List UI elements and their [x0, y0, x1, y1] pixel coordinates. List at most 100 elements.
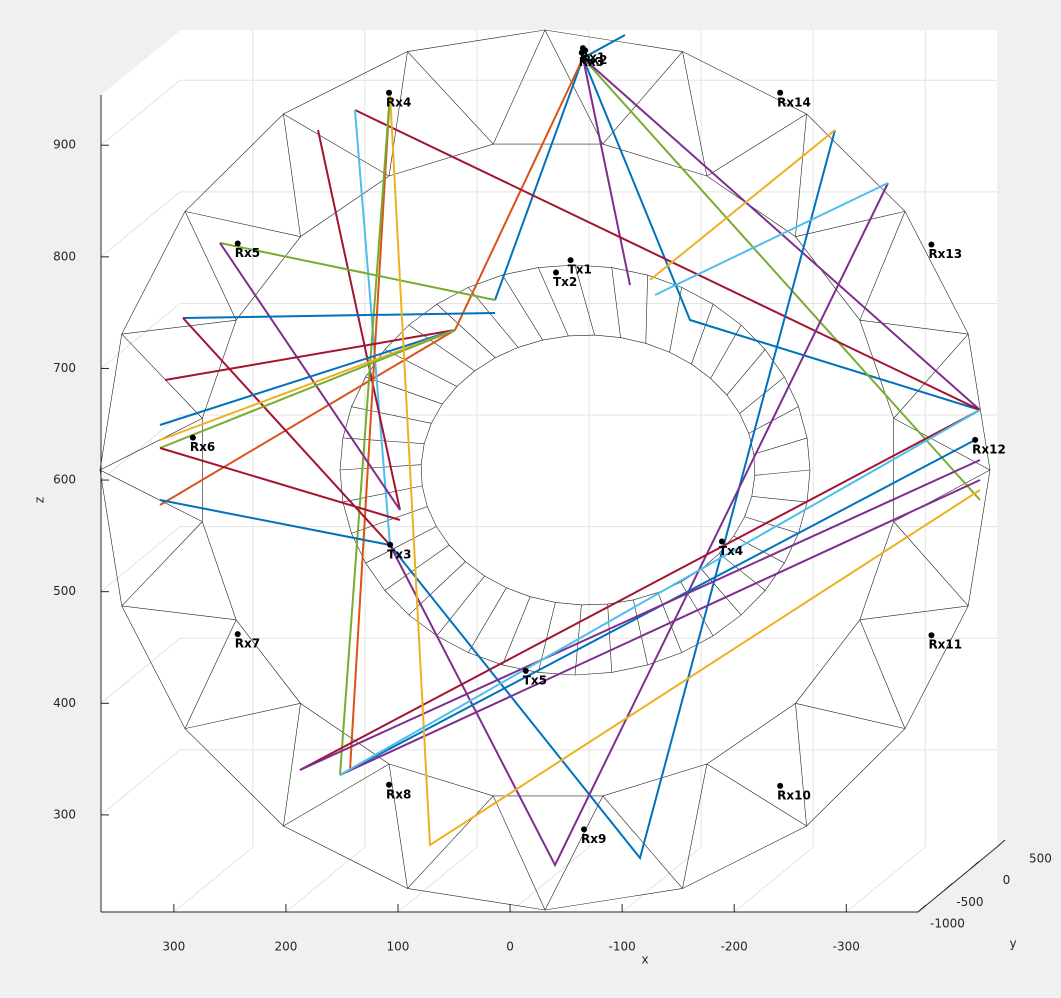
y-tick-label: -500: [956, 895, 983, 909]
ray: [299, 459, 981, 771]
grid-line: [733, 30, 814, 913]
wire-edge: [748, 406, 799, 434]
x-tick-label: -200: [721, 940, 748, 954]
wire-edge: [283, 113, 301, 237]
z-tick-label: 800: [53, 249, 76, 263]
point-label: Tx5: [523, 673, 547, 687]
wire-edge: [859, 605, 969, 621]
wire-edge: [283, 703, 301, 827]
wire-edge: [859, 619, 906, 729]
point-label: Tx1: [568, 263, 592, 277]
z-tick-label: 600: [53, 473, 76, 487]
point: [928, 241, 935, 248]
z-tick-label: 500: [53, 584, 76, 598]
ray: [654, 182, 889, 296]
ray: [582, 57, 981, 411]
wire-edge: [492, 29, 546, 145]
point: [578, 49, 585, 56]
point: [522, 667, 529, 674]
wire-edge: [121, 521, 203, 607]
point-label: Rx6: [190, 440, 215, 454]
y-tick: [996, 839, 1006, 848]
y-axis: [917, 846, 998, 913]
z-tick-label: 400: [53, 696, 76, 710]
wire-edge: [388, 763, 408, 889]
wire-edge: [544, 795, 604, 911]
wire-edge: [859, 211, 906, 321]
wire-edge: [342, 437, 425, 444]
ray: [582, 57, 981, 501]
wire-edge: [184, 619, 237, 729]
ray: [389, 182, 889, 868]
point: [777, 782, 784, 789]
wire-edge: [184, 211, 301, 237]
x-tick-label: -100: [609, 940, 636, 954]
wire-edge: [795, 114, 807, 237]
y-tick-label: 0: [1003, 873, 1011, 887]
point: [718, 538, 725, 545]
wire-edge: [283, 113, 390, 177]
wire-edge: [795, 211, 906, 237]
rays: [159, 34, 981, 868]
wire-edge: [99, 469, 203, 522]
ray: [299, 409, 981, 771]
point-label: Tx2: [553, 275, 577, 289]
point-label: Rx11: [928, 638, 962, 652]
point: [553, 269, 560, 276]
wire-edge: [682, 51, 708, 177]
y-axis-label: y: [1009, 937, 1016, 951]
wire-edge: [669, 287, 682, 353]
wire-edge: [607, 604, 613, 673]
wire-edge: [602, 51, 683, 145]
point: [387, 541, 394, 548]
ray: [339, 409, 981, 776]
y-tick-label: -1000: [930, 917, 965, 931]
ray: [354, 109, 981, 411]
point-label: Rx2: [582, 53, 607, 67]
ray: [219, 242, 496, 301]
grid-line: [173, 30, 254, 913]
wire-edge: [859, 319, 969, 335]
ray: [349, 92, 391, 771]
grid-line: [397, 30, 478, 913]
wire-edge: [633, 599, 648, 666]
point-label: Rx4: [386, 95, 411, 109]
wire-edge: [893, 418, 991, 471]
point-label: Rx1: [580, 51, 605, 65]
point-label: Rx5: [235, 246, 260, 260]
wire-edge: [744, 516, 799, 534]
point-label: Rx13: [928, 247, 962, 261]
wire-edge: [342, 485, 423, 503]
wire-edge: [407, 795, 494, 889]
grid: [100, 30, 997, 913]
wire-edge: [602, 795, 683, 889]
wire-edge: [645, 275, 648, 344]
wire-edge: [544, 29, 604, 145]
ring-wireframe: [99, 29, 991, 911]
point: [567, 257, 574, 264]
x-tick-label: 100: [387, 940, 410, 954]
grid-line: [100, 302, 997, 369]
ray: [649, 129, 836, 281]
point: [777, 89, 784, 96]
wire-edge: [691, 304, 714, 365]
point-label: Tx4: [719, 544, 743, 558]
grid-line: [100, 191, 997, 258]
wire-edge: [384, 544, 450, 591]
point: [386, 781, 393, 788]
x-tick-label: 200: [274, 940, 297, 954]
point-label: Rx14: [777, 95, 811, 109]
wire-edge: [739, 376, 785, 414]
wire-edge: [408, 324, 475, 372]
wire-edge: [502, 596, 531, 666]
wire-edge: [184, 211, 237, 321]
wire-edge: [611, 267, 621, 338]
wire-edge: [751, 496, 808, 503]
ray: [159, 447, 401, 521]
x-tick-label: 300: [162, 940, 185, 954]
point-label: Rx7: [235, 637, 260, 651]
ray: [159, 329, 456, 441]
grid-line: [100, 637, 997, 704]
